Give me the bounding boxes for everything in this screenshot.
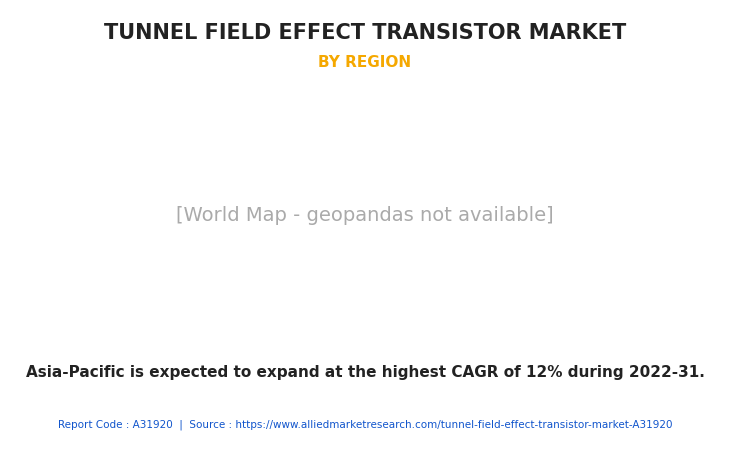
Text: Report Code : A31920  |  Source : https://www.alliedmarketresearch.com/tunnel-fi: Report Code : A31920 | Source : https://… [58,419,672,429]
Text: [World Map - geopandas not available]: [World Map - geopandas not available] [176,206,554,225]
Text: BY REGION: BY REGION [318,55,412,70]
Text: Asia-Pacific is expected to expand at the highest CAGR of 12% during 2022-31.: Asia-Pacific is expected to expand at th… [26,365,704,380]
Text: TUNNEL FIELD EFFECT TRANSISTOR MARKET: TUNNEL FIELD EFFECT TRANSISTOR MARKET [104,23,626,43]
